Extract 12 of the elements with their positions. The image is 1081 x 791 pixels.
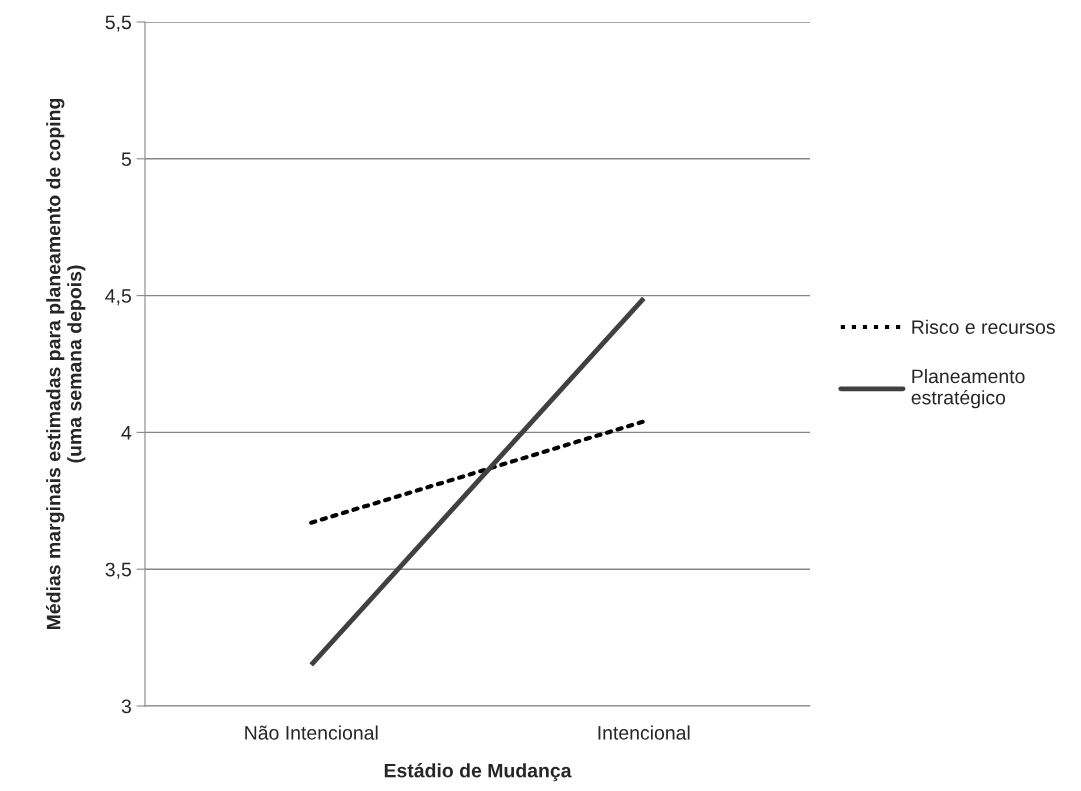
y-tick-label: 4: [121, 426, 132, 440]
x-tick-label: Intencional: [598, 725, 690, 740]
x-axis-title: Estádio de Mudança: [384, 763, 572, 782]
y-tick-label: 3,5: [105, 562, 131, 579]
y-axis-title: Médias marginais estimadas para planeamento de coping (uma semana depois): [46, 98, 86, 630]
y-tick-label: 5: [121, 152, 131, 167]
y-tick-label: 5,5: [105, 15, 131, 32]
y-tick-label: 4,5: [105, 289, 131, 306]
legend-label: Risco e recursos: [912, 319, 1055, 334]
legend-label: Planeamento estratégico: [911, 368, 1025, 409]
y-tick-label: 3: [121, 699, 131, 714]
x-tick-label: Não Intencional: [245, 725, 378, 740]
